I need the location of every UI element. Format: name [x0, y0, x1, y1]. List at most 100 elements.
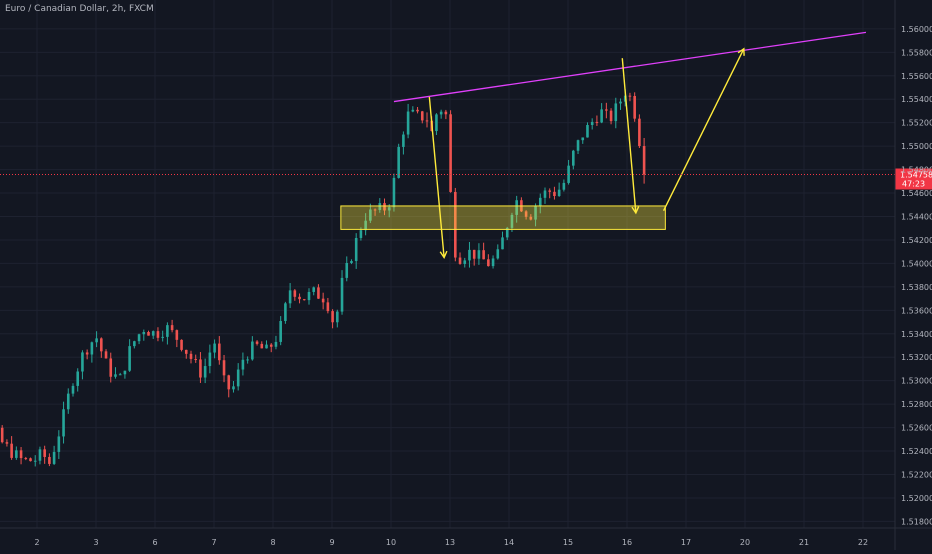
- candle-body: [538, 197, 542, 207]
- candle-body: [33, 460, 37, 462]
- candle-body: [227, 375, 231, 390]
- x-tick-label: 16: [622, 538, 632, 547]
- candle-body: [95, 338, 98, 343]
- candle-body: [128, 346, 131, 371]
- candle-body: [85, 352, 89, 355]
- candle-body: [218, 343, 221, 361]
- candle-body: [38, 449, 42, 461]
- candle-body: [515, 200, 518, 215]
- candle-body: [449, 114, 452, 192]
- y-tick-label: 1.51800: [901, 517, 932, 526]
- candle-body: [553, 191, 556, 197]
- candle-body: [491, 258, 495, 267]
- candle-body: [161, 336, 164, 338]
- candle-body: [180, 339, 183, 350]
- y-tick-label: 1.54400: [901, 213, 932, 222]
- candle-body: [147, 331, 150, 336]
- candle-body: [251, 341, 254, 360]
- candle-body: [241, 359, 245, 370]
- y-tick-label: 1.52200: [901, 471, 932, 480]
- candle-body: [505, 227, 509, 238]
- candle-body: [439, 111, 443, 115]
- candle-body: [288, 290, 292, 304]
- candle-body: [137, 334, 141, 342]
- candle-body: [557, 189, 561, 197]
- candle-body: [43, 449, 46, 457]
- candle-body: [501, 237, 504, 250]
- candle-body: [397, 146, 400, 178]
- candle-body: [279, 320, 282, 342]
- candle-body: [444, 111, 448, 115]
- candle-body: [52, 451, 56, 464]
- arrow-line: [428, 96, 445, 258]
- candle-body: [170, 325, 174, 331]
- candle-body: [350, 261, 353, 263]
- last-price-label: 1.54758: [900, 171, 932, 180]
- candle-body: [100, 338, 103, 352]
- candle-body: [628, 95, 632, 97]
- candle-body: [208, 352, 212, 367]
- candle-body: [548, 190, 552, 192]
- candle-body: [482, 250, 485, 260]
- candle-body: [402, 134, 405, 147]
- candle-body: [5, 442, 9, 444]
- candle-body: [454, 191, 457, 258]
- candle-body: [71, 385, 75, 394]
- arrow-line: [621, 58, 637, 214]
- candle-body: [359, 230, 363, 238]
- candle-body: [572, 150, 575, 166]
- y-tick-label: 1.55800: [901, 48, 932, 57]
- candle-body: [567, 165, 570, 183]
- candle-body: [48, 456, 51, 464]
- x-tick-label: 10: [386, 538, 396, 547]
- candle-body: [15, 450, 18, 458]
- candle-body: [345, 262, 349, 278]
- candle-body: [76, 371, 80, 386]
- candle-body: [595, 121, 599, 123]
- candle-body: [600, 109, 603, 123]
- candle-body: [118, 374, 122, 376]
- candle-body: [354, 237, 358, 262]
- candle-body: [232, 386, 235, 390]
- y-tick-label: 1.53000: [901, 377, 932, 386]
- arrow-head: [631, 206, 640, 215]
- y-tick-label: 1.53400: [901, 330, 932, 339]
- candle-body: [534, 206, 537, 220]
- candle-body: [19, 450, 23, 459]
- x-tick-label: 14: [504, 538, 514, 547]
- candle-body: [543, 190, 547, 198]
- x-tick-label: 2: [34, 538, 39, 547]
- candle-body: [317, 287, 320, 299]
- candle-body: [590, 121, 594, 125]
- candle-body: [57, 436, 61, 452]
- y-tick-label: 1.53800: [901, 283, 932, 292]
- candle-body: [364, 220, 367, 231]
- candle-body: [133, 341, 136, 347]
- candle-body: [562, 182, 566, 190]
- candle-body: [387, 207, 391, 211]
- x-tick-label: 7: [211, 538, 216, 547]
- y-tick-label: 1.55000: [901, 142, 932, 151]
- candle-body: [142, 331, 146, 335]
- x-tick-label: 6: [152, 538, 157, 547]
- y-tick-label: 1.56000: [901, 25, 932, 34]
- candle-body: [524, 211, 528, 217]
- bar-countdown-label: 47:23: [902, 180, 925, 189]
- last-price-tag: [895, 168, 932, 190]
- candle-body: [487, 259, 490, 267]
- y-tick-label: 1.55400: [901, 95, 932, 104]
- candle-body: [203, 366, 207, 378]
- candle-body: [260, 343, 264, 349]
- x-tick-label: 9: [329, 538, 334, 547]
- candle-body: [10, 443, 13, 458]
- candle-body: [633, 96, 636, 119]
- candle-body: [331, 311, 334, 323]
- candle-body: [605, 109, 608, 111]
- x-tick-label: 13: [445, 538, 455, 547]
- candle-body: [496, 249, 500, 259]
- candle-body: [123, 370, 127, 375]
- support-zone: [340, 205, 666, 230]
